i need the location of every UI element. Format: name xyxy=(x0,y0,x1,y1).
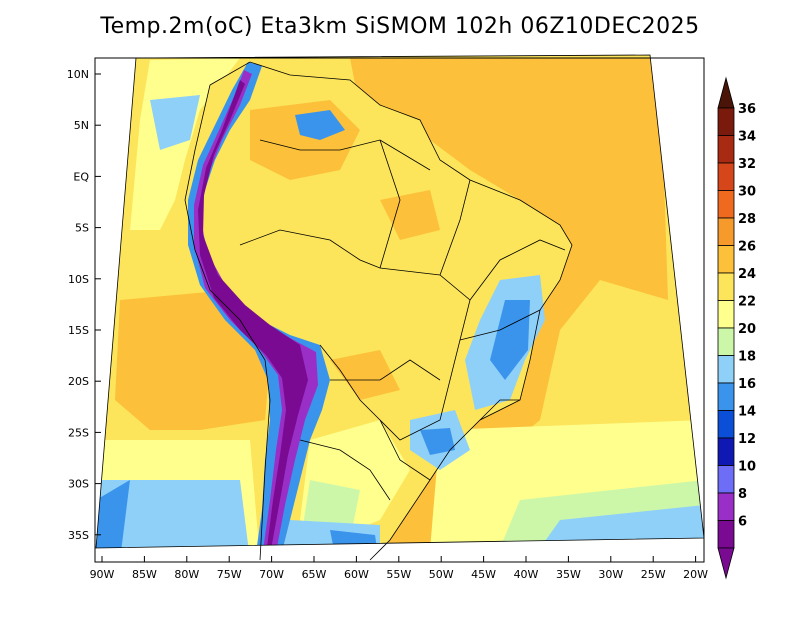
lat-tick-label: 5S xyxy=(75,222,89,235)
colorbar-level-label: 32 xyxy=(738,157,756,172)
patagonia-colder xyxy=(330,530,378,548)
colorbar-swatch xyxy=(717,190,735,219)
longitude-axis: 90W 85W 80W 75W 70W 65W 60W 55W 50W 45W 40W 35W 30W 2… xyxy=(90,556,708,581)
andes-peaks xyxy=(198,80,308,548)
colorbar-level-label: 28 xyxy=(738,212,756,227)
lon-tick-label: 75W xyxy=(217,568,242,581)
latitude-axis: 10N 5N EQ 5S 10S 15S 20S 25S 30S 35S xyxy=(67,68,101,542)
colorbar-level-label: 16 xyxy=(738,377,756,392)
colorbar-bottom-arrow xyxy=(717,547,735,580)
lon-tick-label: 90W xyxy=(90,568,115,581)
colorbar-swatch xyxy=(717,492,735,521)
country-borders xyxy=(184,61,573,561)
lon-tick-label: 50W xyxy=(429,568,454,581)
colorbar-level-label: 22 xyxy=(738,295,756,310)
colorbar-swatch xyxy=(717,162,735,191)
colorbar-level-label: 18 xyxy=(738,350,756,365)
lon-tick-label: 85W xyxy=(132,568,157,581)
lat-tick-label: 5N xyxy=(74,119,89,132)
colorbar: 36 34 32 30 28 26 24 22 20 18 16 14 12 10 8 6 xyxy=(717,76,756,580)
colorbar-top-arrow xyxy=(717,76,735,109)
guiana-highlands xyxy=(295,110,345,140)
lon-tick-label: 55W xyxy=(386,568,411,581)
colorbar-swatch xyxy=(717,135,735,164)
west-coastline xyxy=(184,84,271,561)
state-border-1 xyxy=(379,139,401,269)
lon-tick-label: 35W xyxy=(556,568,581,581)
colorbar-swatch xyxy=(717,217,735,246)
lon-tick-label: 60W xyxy=(344,568,369,581)
south-brazil-cold-core xyxy=(420,428,455,455)
colorbar-swatch xyxy=(717,355,735,384)
colorbar-swatch xyxy=(717,437,735,466)
lat-tick-label: EQ xyxy=(73,170,89,183)
colorbar-level-label: 6 xyxy=(738,515,747,530)
colorbar-swatch xyxy=(717,465,735,494)
cold-south-pacific xyxy=(96,480,250,548)
lon-tick-label: 65W xyxy=(302,568,327,581)
colder-south-pacific xyxy=(96,480,130,548)
lon-tick-label: 40W xyxy=(514,568,539,581)
colorbar-swatch xyxy=(717,520,735,549)
colorbar-level-label: 20 xyxy=(738,322,756,337)
colorbar-swatch xyxy=(717,410,735,439)
colorbar-level-label: 12 xyxy=(738,432,756,447)
state-border-2 xyxy=(439,179,471,276)
colorbar-level-label: 8 xyxy=(738,487,747,502)
colorbar-level-label: 10 xyxy=(738,460,756,475)
map-frame xyxy=(94,57,705,563)
colorbar-level-label: 34 xyxy=(738,130,756,145)
lon-tick-label: 20W xyxy=(683,568,708,581)
chaco-warm-patch xyxy=(330,350,400,400)
cold-pacific-patch xyxy=(150,95,200,150)
colorbar-swatch xyxy=(717,382,735,411)
brazil-northern-border xyxy=(259,139,431,171)
lat-tick-label: 35S xyxy=(68,529,89,542)
colorbar-swatch xyxy=(717,245,735,274)
colorbar-level-label: 14 xyxy=(738,405,756,420)
state-border-3 xyxy=(459,309,541,341)
lat-tick-label: 30S xyxy=(68,478,89,491)
colorbar-level-label: 26 xyxy=(738,240,756,255)
lat-tick-label: 15S xyxy=(68,324,89,337)
cold-south-atlantic xyxy=(540,505,704,548)
lon-tick-label: 30W xyxy=(598,568,623,581)
lat-tick-label: 25S xyxy=(68,426,89,439)
map-title: Temp.2m(oC) Eta3km SiSMOM 102h 06Z10DEC2… xyxy=(100,14,700,39)
patagonia-cold xyxy=(280,520,380,548)
lon-tick-label: 70W xyxy=(259,568,284,581)
colorbar-level-label: 24 xyxy=(738,267,756,282)
lat-tick-label: 20S xyxy=(68,375,89,388)
colorbar-level-label: 30 xyxy=(738,185,756,200)
lat-tick-label: 10N xyxy=(67,68,89,81)
colorbar-level-label: 36 xyxy=(738,102,756,117)
northeast-state-border xyxy=(469,239,566,301)
colorbar-swatch xyxy=(717,107,735,136)
lat-tick-label: 10S xyxy=(68,273,89,286)
east-coastline xyxy=(209,61,573,561)
colorbar-swatch xyxy=(717,300,735,329)
lon-tick-label: 45W xyxy=(471,568,496,581)
state-border-4 xyxy=(330,359,441,381)
southeast-state-border xyxy=(479,399,520,421)
colorbar-swatch xyxy=(717,272,735,301)
lon-tick-label: 80W xyxy=(174,568,199,581)
amazon-warm-patch-2 xyxy=(380,190,440,240)
state-border-5 xyxy=(379,419,431,481)
lon-tick-label: 25W xyxy=(641,568,666,581)
argentina-border xyxy=(299,439,391,501)
colorbar-swatch xyxy=(717,327,735,356)
